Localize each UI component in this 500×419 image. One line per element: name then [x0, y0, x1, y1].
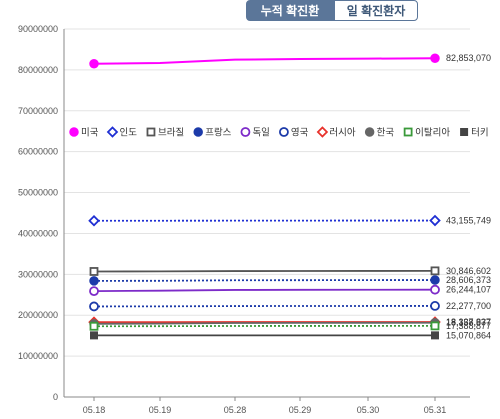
- series-point: [430, 266, 440, 276]
- series-end-label: 18,337,837: [446, 317, 491, 327]
- legend-label: 프랑스: [205, 127, 231, 139]
- y-axis: 0 10000000 20000000 30000000 40000000 5000000…: [18, 24, 65, 402]
- legend-marker: [193, 127, 203, 137]
- chart-tabs: 누적 확진환자 일 확진환자: [246, 0, 418, 39]
- legend-label: 러시아: [329, 128, 355, 139]
- end-value-labels: 82,853,070 43,155,749 30,846,60228,606,373…: [446, 53, 491, 340]
- series-line: [93, 321, 436, 325]
- legend-label: 독일: [252, 128, 269, 139]
- x-tick-label: 05.29: [289, 405, 312, 415]
- series-end-label: 82,853,070: [446, 53, 491, 63]
- series-point: [89, 286, 99, 296]
- series-point: [429, 214, 441, 227]
- grid-lines: [64, 28, 470, 398]
- y-tick-label: 30000000: [18, 269, 58, 279]
- series-point: [431, 331, 439, 340]
- series-lines: [88, 53, 441, 340]
- legend-marker: [106, 126, 119, 138]
- legend-label: 미국: [81, 128, 99, 139]
- tab-daily-cases[interactable]: 일 확진환자: [334, 0, 418, 21]
- series-end-label: 22,277,700: [446, 301, 491, 311]
- y-tick-label: 60000000: [18, 147, 58, 157]
- series-point: [430, 284, 440, 295]
- series-point: [430, 321, 440, 331]
- series-point: [89, 59, 99, 69]
- legend-marker: [146, 127, 156, 137]
- x-tick-label: 05.30: [357, 405, 380, 415]
- series-line: [93, 269, 436, 273]
- series-end-label: 26,244,107: [446, 285, 491, 295]
- series-point: [88, 214, 100, 227]
- series-point: [89, 267, 99, 276]
- x-axis: 05.18 05.19 05.28 05.29 05.30 05.31: [64, 396, 470, 415]
- legend-label: 터키: [471, 128, 488, 139]
- series-point: [430, 53, 440, 63]
- series-end-label: 18,158,977: [446, 318, 491, 328]
- y-tick-label: 90000000: [18, 24, 58, 34]
- series-point: [430, 275, 440, 285]
- legend-marker: [240, 127, 251, 137]
- x-tick-label: 05.28: [224, 405, 247, 415]
- series-end-label: 15,070,864: [446, 330, 491, 340]
- series-line: [93, 305, 436, 308]
- legend-label: 인도: [119, 128, 137, 139]
- legend-label: 한국: [377, 128, 395, 139]
- series-line: [93, 279, 436, 282]
- series-end-label: 17,388,877: [446, 321, 491, 331]
- legend-marker: [403, 127, 413, 137]
- legend-marker: [364, 127, 375, 137]
- x-tick-label: 05.31: [424, 405, 447, 415]
- x-tick-label: 05.18: [83, 405, 106, 415]
- y-tick-label: 40000000: [18, 228, 58, 238]
- y-tick-label: 80000000: [18, 65, 58, 75]
- series-line: [93, 57, 436, 65]
- y-tick-label: 70000000: [18, 106, 58, 116]
- series-end-label: 28,606,373: [446, 275, 491, 285]
- legend-label: 이탈리아: [415, 127, 450, 139]
- series-end-label: 30,846,602: [446, 266, 491, 276]
- legend-marker: [279, 127, 289, 137]
- legend: 미국 인도 브라질 프랑스 독일 영국 러시아 한국 이탈리아 터키: [69, 126, 489, 139]
- y-tick-label: 10000000: [18, 351, 58, 361]
- series-end-label: 43,155,749: [446, 216, 491, 226]
- legend-marker: [460, 128, 469, 136]
- legend-label: 브라질: [158, 127, 184, 139]
- series-point: [430, 301, 440, 311]
- legend-label: 영국: [291, 128, 309, 139]
- y-tick-label: 20000000: [18, 310, 58, 320]
- tab-cumulative-cases[interactable]: 누적 확진환자: [246, 0, 334, 39]
- series-point: [89, 321, 99, 331]
- series-line: [93, 288, 436, 292]
- x-tick-label: 05.19: [149, 405, 172, 415]
- legend-marker: [69, 127, 79, 137]
- legend-marker: [316, 126, 329, 138]
- series-point: [89, 301, 99, 312]
- series-point: [89, 276, 99, 286]
- y-tick-label: 50000000: [18, 188, 58, 198]
- y-tick-label: 0: [53, 392, 58, 402]
- series-point: [90, 331, 98, 340]
